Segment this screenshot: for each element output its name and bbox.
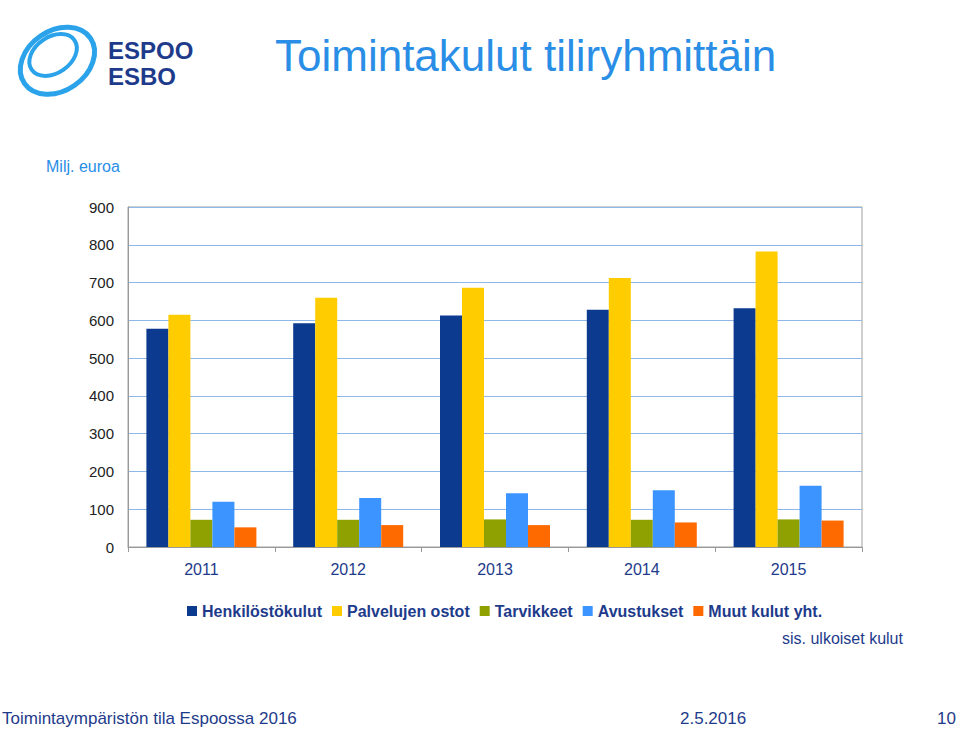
svg-text:2013: 2013	[477, 561, 513, 578]
svg-text:sis. ulkoiset kulut: sis. ulkoiset kulut	[782, 630, 903, 647]
svg-text:500: 500	[89, 350, 114, 367]
svg-text:900: 900	[89, 199, 114, 216]
svg-text:Toimintaympäristön tila Espoos: Toimintaympäristön tila Espoossa 2016	[2, 709, 297, 728]
svg-text:Tarvikkeet: Tarvikkeet	[495, 603, 574, 620]
svg-text:Palvelujen ostot: Palvelujen ostot	[347, 603, 470, 620]
svg-text:Muut kulut yht.: Muut kulut yht.	[708, 603, 822, 620]
svg-text:200: 200	[89, 463, 114, 480]
svg-text:ESBO: ESBO	[108, 63, 176, 90]
svg-text:2015: 2015	[771, 561, 807, 578]
svg-text:300: 300	[89, 425, 114, 442]
svg-text:Avustukset: Avustukset	[598, 603, 684, 620]
svg-text:100: 100	[89, 501, 114, 518]
svg-text:Milj. euroa: Milj. euroa	[46, 158, 120, 175]
svg-text:ESPOO: ESPOO	[108, 37, 193, 64]
svg-text:800: 800	[89, 236, 114, 253]
svg-text:2014: 2014	[624, 561, 660, 578]
svg-text:2012: 2012	[330, 561, 366, 578]
svg-text:600: 600	[89, 312, 114, 329]
svg-text:2011: 2011	[184, 561, 219, 578]
svg-text:Toimintakulut tiliryhmittäin: Toimintakulut tiliryhmittäin	[275, 31, 776, 80]
svg-text:0: 0	[106, 539, 114, 556]
svg-text:10: 10	[937, 709, 956, 728]
svg-text:700: 700	[89, 274, 114, 291]
svg-text:2.5.2016: 2.5.2016	[680, 709, 746, 728]
svg-text:400: 400	[89, 387, 114, 404]
svg-text:Henkilöstökulut: Henkilöstökulut	[202, 603, 323, 620]
